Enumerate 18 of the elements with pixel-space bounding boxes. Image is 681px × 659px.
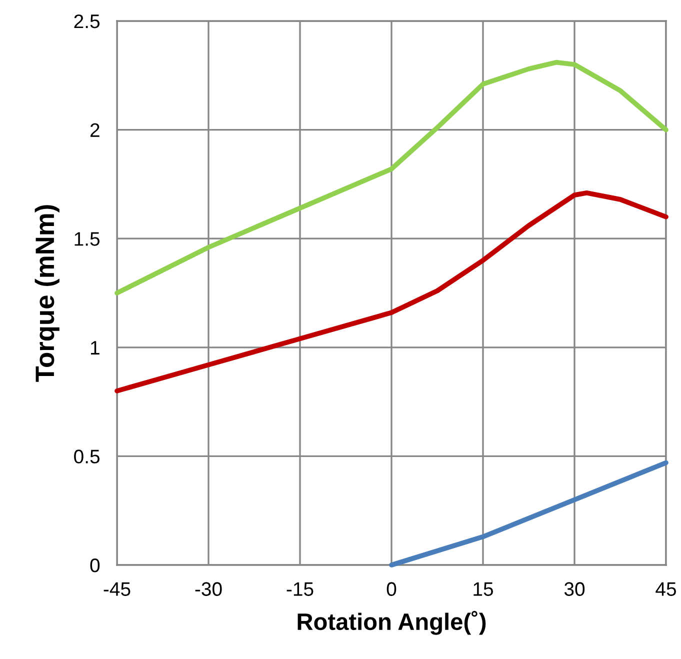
x-tick-label: 15 [474,582,493,596]
y-tick-label: 0 [90,558,100,572]
x-tick-label: 30 [564,582,585,596]
line-series [114,190,668,394]
y-tick-label: 0.5 [74,450,100,464]
x-tick-label: 45 [656,582,676,596]
line-series [389,460,668,568]
x-tick-label: -30 [195,582,222,596]
y-tick-label: 1 [91,341,100,354]
y-tick-label: 2.5 [74,14,100,28]
line-series [114,60,668,296]
x-tick-label: 0 [386,582,396,596]
x-tick-label: -45 [104,582,130,596]
x-tick-label: -15 [286,582,314,596]
x-axis-title: Rotation Angle(˚) [298,610,486,635]
y-tick-label: 1.5 [74,232,100,246]
y-axis-title: Torque (mNm) [34,205,60,382]
y-tick-label: 2 [90,123,100,137]
